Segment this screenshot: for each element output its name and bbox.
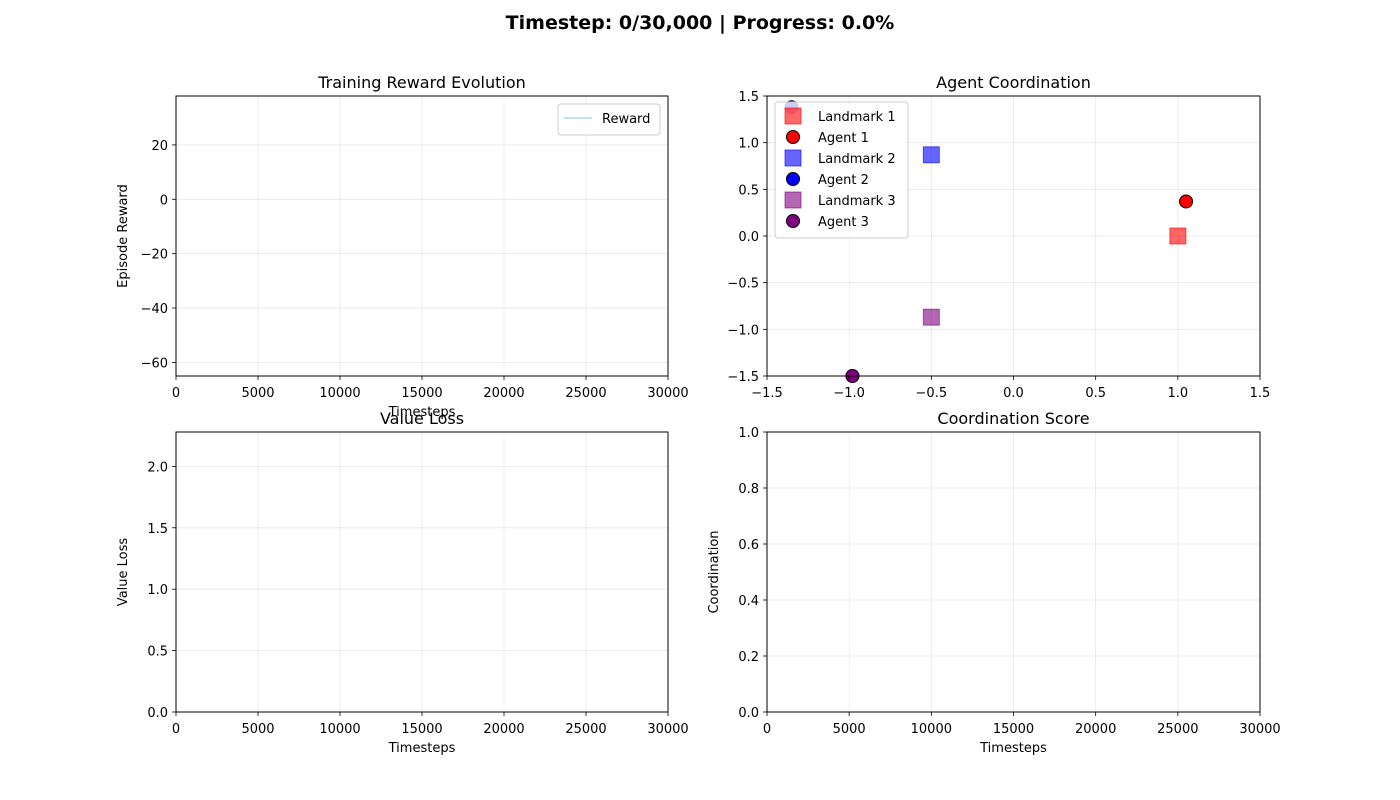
x-tick-label: 5000 <box>833 722 866 737</box>
x-tick-label: 10000 <box>319 722 360 737</box>
x-tick-label: 30000 <box>1239 722 1280 737</box>
x-tick-label: 25000 <box>565 386 606 401</box>
y-axis-label: Value Loss <box>116 538 131 607</box>
legend-label: Landmark 3 <box>818 194 896 209</box>
chart-value-loss: 0 5000 10000 15000 20000 25000 30000 0.0 0.5 1.0 1… <box>116 409 689 756</box>
chart-coordination-map: −1.5 −1.0 −0.5 0.0 0.5 1.0 1.5 −1.5 −1.0 −0.5 0.0 0… <box>727 73 1270 401</box>
y-tick-label: 20 <box>151 139 168 154</box>
legend-square-swatch <box>784 149 802 167</box>
y-tick-label: 0 <box>160 193 168 208</box>
y-tick-label: 0.8 <box>738 482 759 497</box>
y-axis-label: Episode Reward <box>116 184 131 288</box>
y-tick-label: 0.0 <box>738 230 759 245</box>
y-tick-label: −60 <box>141 356 168 371</box>
y-axis-label: Coordination <box>707 530 722 613</box>
y-tick-label: 0.5 <box>147 645 168 660</box>
x-tick-label: 1.5 <box>1250 386 1271 401</box>
y-tick-label: 0.5 <box>738 183 759 198</box>
y-tick-label: −40 <box>141 302 168 317</box>
legend-square-swatch <box>784 107 802 125</box>
legend-label: Reward <box>602 112 650 127</box>
x-tick-label: 10000 <box>319 386 360 401</box>
legend-label: Agent 1 <box>818 131 869 146</box>
chart-reward: 0 5000 10000 15000 20000 25000 30000 −60 −40 −20 0… <box>116 73 689 420</box>
x-tick-label: 15000 <box>401 722 442 737</box>
agent-marker-1 <box>1179 194 1194 209</box>
x-tick-label: 1.0 <box>1167 386 1188 401</box>
legend-label: Agent 3 <box>818 215 869 230</box>
legend-circle-swatch <box>786 214 800 228</box>
x-tick-label: 5000 <box>241 386 274 401</box>
chart-coordination-score: 0 5000 10000 15000 20000 25000 30000 0.0 0.2 0.4 0… <box>707 409 1281 756</box>
x-tick-label: 0.0 <box>1003 386 1024 401</box>
x-tick-label: 15000 <box>993 722 1034 737</box>
x-tick-label: 0.5 <box>1085 386 1106 401</box>
x-axis-label: Timesteps <box>979 741 1047 756</box>
chart-title: Agent Coordination <box>936 73 1091 92</box>
y-tick-label: 0.6 <box>738 538 759 553</box>
x-tick-label: 30000 <box>647 722 688 737</box>
x-tick-label: 0 <box>172 722 180 737</box>
y-tick-label: 0.4 <box>738 594 759 609</box>
legend-circle-swatch <box>786 172 800 186</box>
y-tick-label: 0.0 <box>147 706 168 721</box>
y-tick-label: 1.5 <box>738 90 759 105</box>
y-tick-label: −1.0 <box>727 323 759 338</box>
landmark-marker-4 <box>922 308 940 326</box>
landmark-marker-2 <box>922 146 940 164</box>
y-tick-label: 0.0 <box>738 706 759 721</box>
x-tick-label: 10000 <box>911 722 952 737</box>
x-tick-label: 0 <box>172 386 180 401</box>
x-tick-label: 20000 <box>483 722 524 737</box>
legend-circle-swatch <box>786 130 800 144</box>
x-axis-label: Timesteps <box>388 405 456 420</box>
x-tick-label: 5000 <box>241 722 274 737</box>
x-axis-label: Timesteps <box>388 741 456 756</box>
x-tick-label: −1.0 <box>833 386 865 401</box>
legend-label: Landmark 2 <box>818 152 896 167</box>
chart-title: Training Reward Evolution <box>317 73 526 92</box>
y-tick-label: 1.0 <box>738 137 759 152</box>
x-tick-label: 15000 <box>401 386 442 401</box>
legend-box <box>774 101 909 239</box>
x-tick-label: 20000 <box>1075 722 1116 737</box>
legend-label: Landmark 1 <box>818 110 896 125</box>
x-tick-label: 0 <box>763 722 771 737</box>
y-tick-label: 2.0 <box>147 460 168 475</box>
x-tick-label: 30000 <box>647 386 688 401</box>
figure-suptitle: Timestep: 0/30,000 | Progress: 0.0% <box>505 12 895 34</box>
x-tick-label: 25000 <box>565 722 606 737</box>
y-tick-label: −0.5 <box>727 277 759 292</box>
y-tick-label: 1.5 <box>147 522 168 537</box>
x-tick-label: −1.5 <box>751 386 783 401</box>
y-tick-label: 1.0 <box>147 583 168 598</box>
y-tick-label: −1.5 <box>727 370 759 385</box>
chart-title: Coordination Score <box>937 409 1089 428</box>
y-tick-label: 1.0 <box>738 426 759 441</box>
x-tick-label: 25000 <box>1157 722 1198 737</box>
legend-square-swatch <box>784 191 802 209</box>
y-tick-label: 0.2 <box>738 650 759 665</box>
chart-title: Value Loss <box>380 409 464 428</box>
landmark-marker-0 <box>1169 227 1187 245</box>
legend-box <box>557 103 661 136</box>
x-tick-label: −0.5 <box>916 386 948 401</box>
x-tick-label: 20000 <box>483 386 524 401</box>
y-tick-label: −20 <box>141 248 168 263</box>
legend-label: Agent 2 <box>818 173 869 188</box>
